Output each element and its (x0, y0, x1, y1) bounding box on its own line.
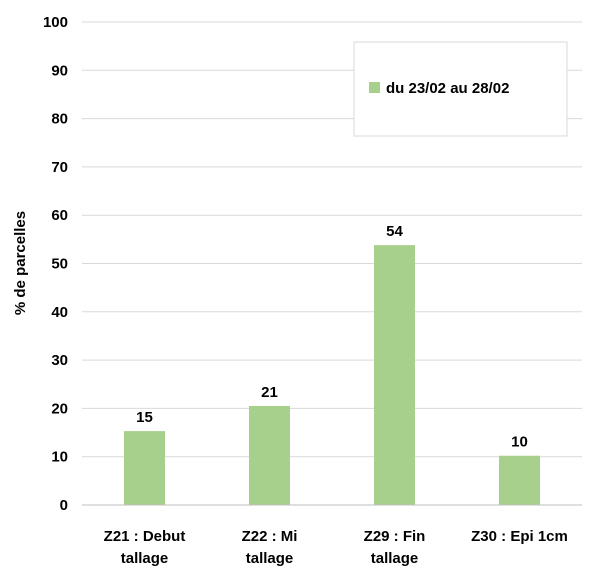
x-axis-category-labels: Z21 : Debut tallage Z22 : Mi tallage Z29 : F… (104, 528, 568, 567)
bars (124, 245, 540, 505)
data-label: 10 (511, 434, 528, 451)
y-tick-label: 0 (60, 497, 68, 514)
bar (499, 455, 540, 505)
x-category-label: tallage (121, 550, 169, 567)
bar (249, 405, 290, 505)
legend-swatch (369, 82, 380, 93)
y-tick-label: 90 (51, 62, 68, 79)
y-tick-label: 70 (51, 159, 68, 176)
y-tick-label: 60 (51, 207, 68, 224)
legend-box (353, 41, 568, 137)
data-label: 54 (386, 223, 403, 240)
data-label: 21 (261, 384, 278, 401)
legend-label: du 23/02 au 28/02 (386, 80, 509, 97)
y-tick-label: 30 (51, 352, 68, 369)
x-category-label: tallage (371, 550, 419, 567)
y-axis-tick-labels: 0 10 20 30 40 50 60 70 80 90 100 (43, 14, 68, 514)
bar (374, 245, 415, 505)
y-tick-label: 40 (51, 304, 68, 321)
x-category-label: Z21 : Debut (104, 528, 186, 545)
x-category-label: Z29 : Fin (364, 528, 426, 545)
x-category-label: Z30 : Epi 1cm (471, 528, 568, 545)
x-category-label: Z22 : Mi (242, 528, 298, 545)
legend: du 23/02 au 28/02 (353, 41, 568, 137)
data-label: 15 (136, 409, 153, 426)
x-category-label: tallage (246, 550, 294, 567)
y-tick-label: 100 (43, 14, 68, 31)
y-tick-label: 80 (51, 111, 68, 128)
y-axis-title: % de parcelles (12, 211, 29, 315)
y-tick-label: 20 (51, 400, 68, 417)
y-tick-label: 10 (51, 449, 68, 466)
gridlines (82, 21, 582, 458)
bar (124, 431, 165, 505)
y-tick-label: 50 (51, 256, 68, 273)
data-labels: 15 21 54 10 (136, 223, 528, 451)
